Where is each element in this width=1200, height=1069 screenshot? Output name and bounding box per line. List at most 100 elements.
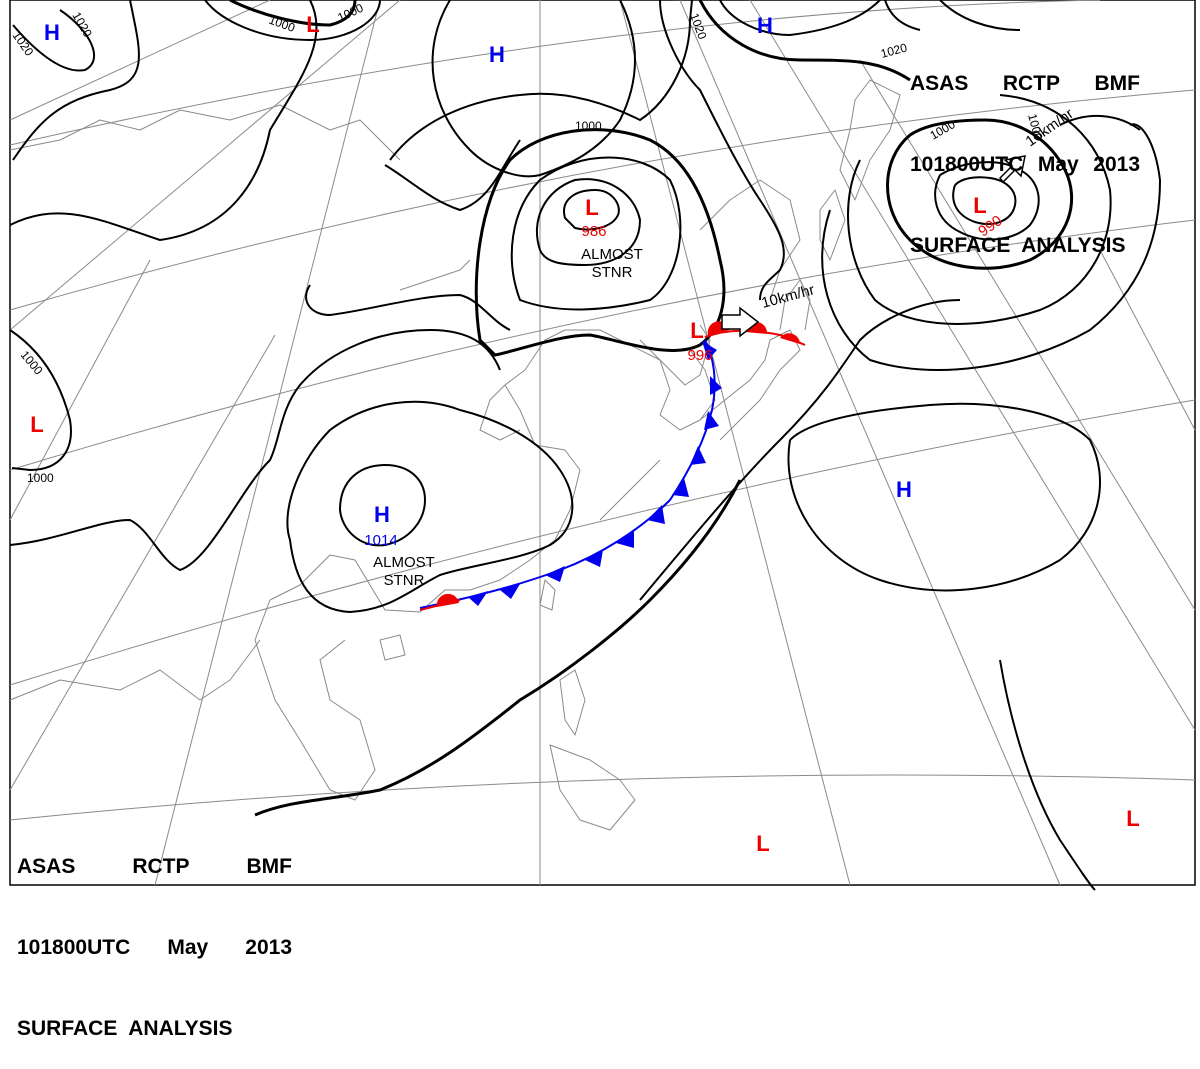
header-line-1: ASAS RCTP BMF — [910, 70, 1140, 97]
analysis-time: 101800UTC — [17, 936, 131, 959]
isobars — [9, 0, 1162, 891]
isobar — [389, 0, 693, 161]
coastlines — [9, 79, 901, 831]
cold-front-barb — [468, 591, 488, 606]
central-pressure-label: 1014 — [364, 532, 397, 549]
coastline-japan — [699, 329, 801, 441]
coastline-sakhalin — [819, 189, 846, 261]
isobar — [9, 329, 72, 472]
warm-front-bump — [436, 593, 459, 607]
product-code: BMF — [246, 855, 293, 878]
cold-front-barb — [704, 411, 719, 430]
isobar — [510, 156, 682, 311]
cold-front-barb — [616, 530, 634, 548]
parallel — [9, 399, 1196, 686]
isobar-value-label: 1000 — [1025, 112, 1046, 142]
isobar — [286, 400, 574, 614]
isobar — [305, 284, 511, 331]
isobar — [999, 659, 1096, 891]
header-line-2: 101800UTC May 2013 — [910, 151, 1140, 178]
coastline-bay-of-bengal — [9, 639, 261, 701]
isobar — [254, 479, 742, 817]
cold-front-barb — [585, 550, 603, 567]
isobar — [719, 0, 881, 37]
motion-label-almost-stnr: ALMOST STNR — [373, 554, 435, 589]
header-line-1: ASAS RCTP BMF — [17, 853, 292, 880]
low-center-marker: L — [756, 831, 769, 856]
isobar — [12, 9, 96, 72]
cold-front-barb — [500, 584, 520, 599]
lat-lon-grid — [9, 0, 1196, 886]
cold-front — [419, 339, 722, 609]
cold-front-barb — [545, 566, 565, 582]
header-line-2: 101800UTC May 2013 — [17, 934, 292, 961]
isobar — [204, 0, 381, 42]
analysis-month: May — [1037, 153, 1079, 176]
low-center-marker: L — [306, 12, 319, 37]
isobar — [659, 0, 785, 301]
isobar — [474, 128, 726, 357]
isobar-value-label: 1000 — [27, 471, 54, 485]
isobar-value-label: 1020 — [879, 40, 909, 61]
cold-front-barb — [690, 446, 706, 465]
product-title: SURFACE ANALYSIS — [910, 234, 1126, 257]
isobar — [847, 94, 1112, 325]
isobar — [12, 0, 140, 161]
weather-map: H L H H L L L L H H L L 986 990 996 1014… — [9, 0, 1196, 891]
meridian — [619, 0, 851, 886]
isobar — [952, 176, 1017, 225]
coastline-indochina — [254, 599, 376, 801]
meridian — [859, 59, 1196, 611]
warm-front-bump — [780, 333, 800, 344]
isobar — [9, 328, 501, 572]
isobar — [338, 463, 427, 547]
analysis-time: 101800UTC — [910, 153, 1024, 176]
high-center-marker: H — [757, 13, 773, 38]
isobar — [884, 0, 921, 31]
pressure-centres: H L H H L L L L H H L L — [30, 12, 1139, 856]
isobar — [639, 299, 961, 601]
coastline-korea — [639, 339, 716, 431]
coastline-siberia — [9, 104, 401, 161]
cold-front-barb — [672, 478, 689, 497]
meridian — [749, 0, 1196, 731]
isobar — [431, 0, 636, 178]
analysis-header-top-right: ASAS RCTP BMF 101800UTC May 2013 SURFACE… — [910, 16, 1140, 286]
meridian — [9, 0, 401, 331]
meridian — [154, 0, 381, 886]
isobar — [934, 161, 1040, 241]
low-center-marker: L — [585, 195, 598, 220]
isobar-value-label: 1000 — [575, 119, 602, 133]
motion-arrows — [721, 155, 1026, 338]
cold-front-barb — [702, 341, 717, 360]
isobar — [229, 0, 357, 27]
high-center-marker: H — [489, 42, 505, 67]
coastline-bohai — [479, 384, 521, 441]
isobar — [821, 123, 1162, 371]
motion-label-line: ALMOST — [581, 246, 643, 263]
meridian — [9, 334, 276, 791]
isobar — [535, 178, 642, 267]
station-code: RCTP — [132, 855, 190, 878]
low-center-marker: L — [30, 412, 43, 437]
low-center-marker: L — [973, 193, 986, 218]
agency-code: ASAS — [910, 72, 969, 95]
parallel — [9, 774, 1196, 821]
motion-arrow — [999, 155, 1026, 184]
product-code: BMF — [1094, 72, 1141, 95]
central-pressure-label: 986 — [581, 223, 606, 240]
coastline-mainland — [269, 324, 711, 613]
parallel — [9, 0, 1101, 146]
isobar — [1059, 114, 1141, 131]
high-center-marker: H — [44, 20, 60, 45]
motion-label-line: STNR — [592, 264, 633, 281]
coastline-lake-baikal — [399, 259, 471, 291]
meridian — [1099, 249, 1196, 431]
coastline-kamchatka — [839, 79, 901, 201]
analysis-year: 2013 — [245, 936, 292, 959]
meridian — [9, 0, 271, 121]
analysis-header-bottom-left: ASAS RCTP BMF 101800UTC May 2013 SURFACE… — [17, 799, 292, 1069]
meridian — [679, 0, 1061, 886]
analysis-year: 2013 — [1093, 153, 1140, 176]
motion-label-line: ALMOST — [373, 554, 435, 571]
